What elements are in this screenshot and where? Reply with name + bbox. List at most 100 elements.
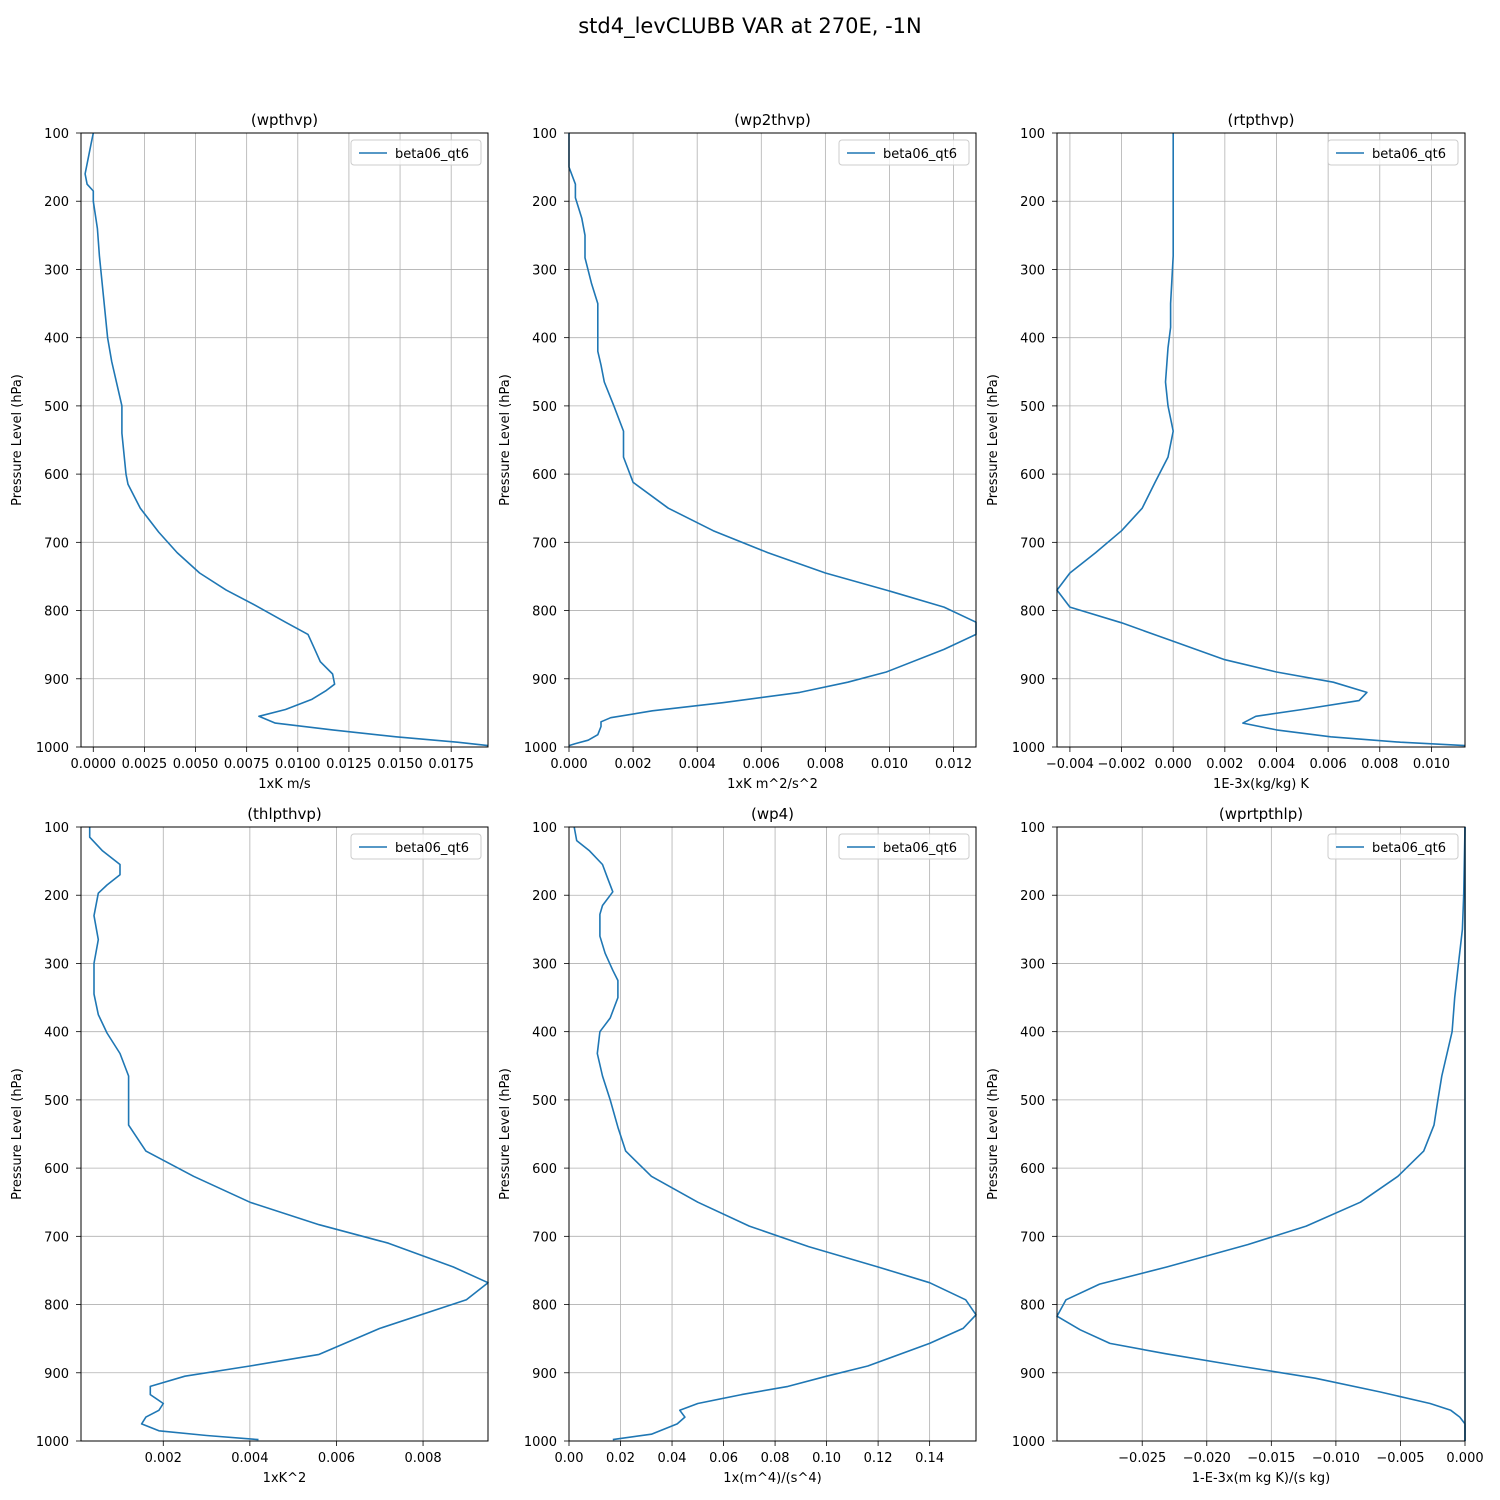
subplot-4: 0.002 0.004 0.006 0.008 100 200 300 400 500 600 70… [10, 805, 489, 1486]
x-tick-label: 0.000 [550, 757, 587, 772]
y-tick-label: 400 [1020, 332, 1045, 347]
x-tick-label: 0.04 [658, 1451, 687, 1466]
x-tick-label: 0.000 [1446, 1451, 1483, 1466]
y-tick-label: 200 [532, 889, 557, 904]
y-tick-label: 100 [532, 127, 557, 142]
series-line-1 [1056, 826, 1466, 1441]
y-tick-label: 800 [532, 605, 557, 620]
y-tick-label: 300 [44, 263, 69, 278]
x-tick-label: 0.000 [1155, 757, 1192, 772]
y-tick-label: 700 [44, 1230, 69, 1245]
y-tick-label: 100 [532, 821, 557, 836]
x-tick-label: −0.004 [1046, 757, 1094, 772]
y-tick-label: 800 [44, 605, 69, 620]
legend-box [1327, 833, 1459, 860]
y-tick-label: 600 [44, 468, 69, 483]
axes-frame [568, 132, 977, 748]
y-tick-label: 900 [44, 673, 69, 688]
x-tick-label: 0.008 [1361, 757, 1398, 772]
x-tick-label: 0.10 [812, 1451, 841, 1466]
y-tick-label: 300 [532, 263, 557, 278]
subplot-3: −0.004 −0.002 0.000 0.002 0.004 0.006 0.008 0.0… [986, 111, 1466, 792]
legend-label: beta06_qt6 [1372, 841, 1446, 856]
x-tick-label: 0.012 [935, 757, 972, 772]
y-tick-label: 200 [1020, 889, 1045, 904]
x-axis-label: 1x(m^4)/(s^4) [723, 1471, 821, 1486]
y-tick-label: 500 [1020, 400, 1045, 415]
subplot-title: (thlpthvp) [247, 805, 322, 823]
x-tick-label: 0.002 [1206, 757, 1243, 772]
y-tick-label: 500 [1020, 1094, 1045, 1109]
y-tick-label: 800 [532, 1299, 557, 1314]
legend-label: beta06_qt6 [395, 841, 469, 856]
series-line-1 [1056, 133, 1466, 747]
x-tick-label: 0.0025 [122, 757, 168, 772]
axes-frame [1056, 826, 1466, 1442]
y-axis-label: Pressure Level (hPa) [10, 1068, 25, 1200]
y-tick-label: 1000 [36, 741, 69, 756]
y-tick-label: 700 [1020, 1230, 1045, 1245]
x-axis-label: 1E-3x(kg/kg) K [1213, 777, 1309, 792]
y-axis-label: Pressure Level (hPa) [498, 1068, 513, 1200]
y-tick-label: 1000 [524, 1435, 557, 1450]
x-tick-label: 0.008 [807, 757, 844, 772]
axes-frame [1056, 132, 1466, 748]
y-tick-label: 500 [44, 400, 69, 415]
x-axis-label: 1xK^2 [263, 1471, 307, 1486]
x-tick-label: 0.0125 [326, 757, 372, 772]
subplot-6: −0.025 −0.020 −0.015 −0.010 −0.005 0.000 100 20… [986, 805, 1484, 1486]
x-tick-label: 0.006 [318, 1451, 355, 1466]
y-tick-label: 500 [532, 1094, 557, 1109]
x-tick-label: 0.0150 [377, 757, 423, 772]
y-tick-label: 200 [532, 195, 557, 210]
y-tick-label: 1000 [1012, 741, 1045, 756]
legend-box [350, 833, 482, 860]
y-tick-label: 400 [1020, 1026, 1045, 1041]
y-tick-label: 900 [1020, 1367, 1045, 1382]
y-tick-label: 300 [1020, 263, 1045, 278]
y-tick-label: 500 [532, 400, 557, 415]
y-tick-label: 800 [1020, 605, 1045, 620]
y-tick-label: 200 [44, 195, 69, 210]
x-tick-label: 0.010 [1413, 757, 1450, 772]
figure-title: std4_levCLUBB VAR at 270E, -1N [578, 14, 922, 38]
x-tick-label: 0.14 [915, 1451, 944, 1466]
x-tick-label: 0.006 [1310, 757, 1347, 772]
y-tick-label: 500 [44, 1094, 69, 1109]
series-line-1 [88, 827, 489, 1441]
x-tick-label: 0.02 [606, 1451, 635, 1466]
x-tick-label: −0.005 [1376, 1451, 1424, 1466]
x-tick-label: 0.008 [404, 1451, 441, 1466]
x-tick-label: 0.002 [614, 757, 651, 772]
x-tick-label: 0.12 [864, 1451, 893, 1466]
subplot-2: 0.000 0.002 0.004 0.006 0.008 0.010 0.012 100 20… [498, 111, 977, 792]
y-axis-label: Pressure Level (hPa) [498, 374, 513, 506]
y-tick-label: 800 [44, 1299, 69, 1314]
y-tick-label: 200 [1020, 195, 1045, 210]
x-tick-label: 0.010 [871, 757, 908, 772]
y-tick-label: 200 [44, 889, 69, 904]
x-tick-label: 0.0000 [71, 757, 117, 772]
y-tick-label: 600 [532, 468, 557, 483]
y-tick-label: 400 [44, 1026, 69, 1041]
y-tick-label: 1000 [1012, 1435, 1045, 1450]
axes-frame [80, 826, 489, 1442]
subplot-title: (rtpthvp) [1227, 111, 1294, 129]
subplot-1: 0.0000 0.0025 0.0050 0.0075 0.0100 0.0125 0.01… [10, 111, 489, 792]
legend-label: beta06_qt6 [883, 841, 957, 856]
y-axis-label: Pressure Level (hPa) [986, 374, 1001, 506]
x-tick-label: 0.006 [743, 757, 780, 772]
x-axis-label: 1xK m/s [258, 777, 311, 792]
y-tick-label: 1000 [524, 741, 557, 756]
y-tick-label: 700 [44, 536, 69, 551]
y-tick-label: 300 [1020, 957, 1045, 972]
y-tick-label: 100 [1020, 821, 1045, 836]
y-tick-label: 700 [532, 1230, 557, 1245]
x-tick-label: −0.002 [1098, 757, 1146, 772]
y-tick-label: 400 [532, 332, 557, 347]
x-axis-label: 1-E-3x(m kg K)/(s kg) [1192, 1471, 1330, 1486]
series-line-1 [573, 826, 977, 1441]
y-axis-label: Pressure Level (hPa) [10, 374, 25, 506]
